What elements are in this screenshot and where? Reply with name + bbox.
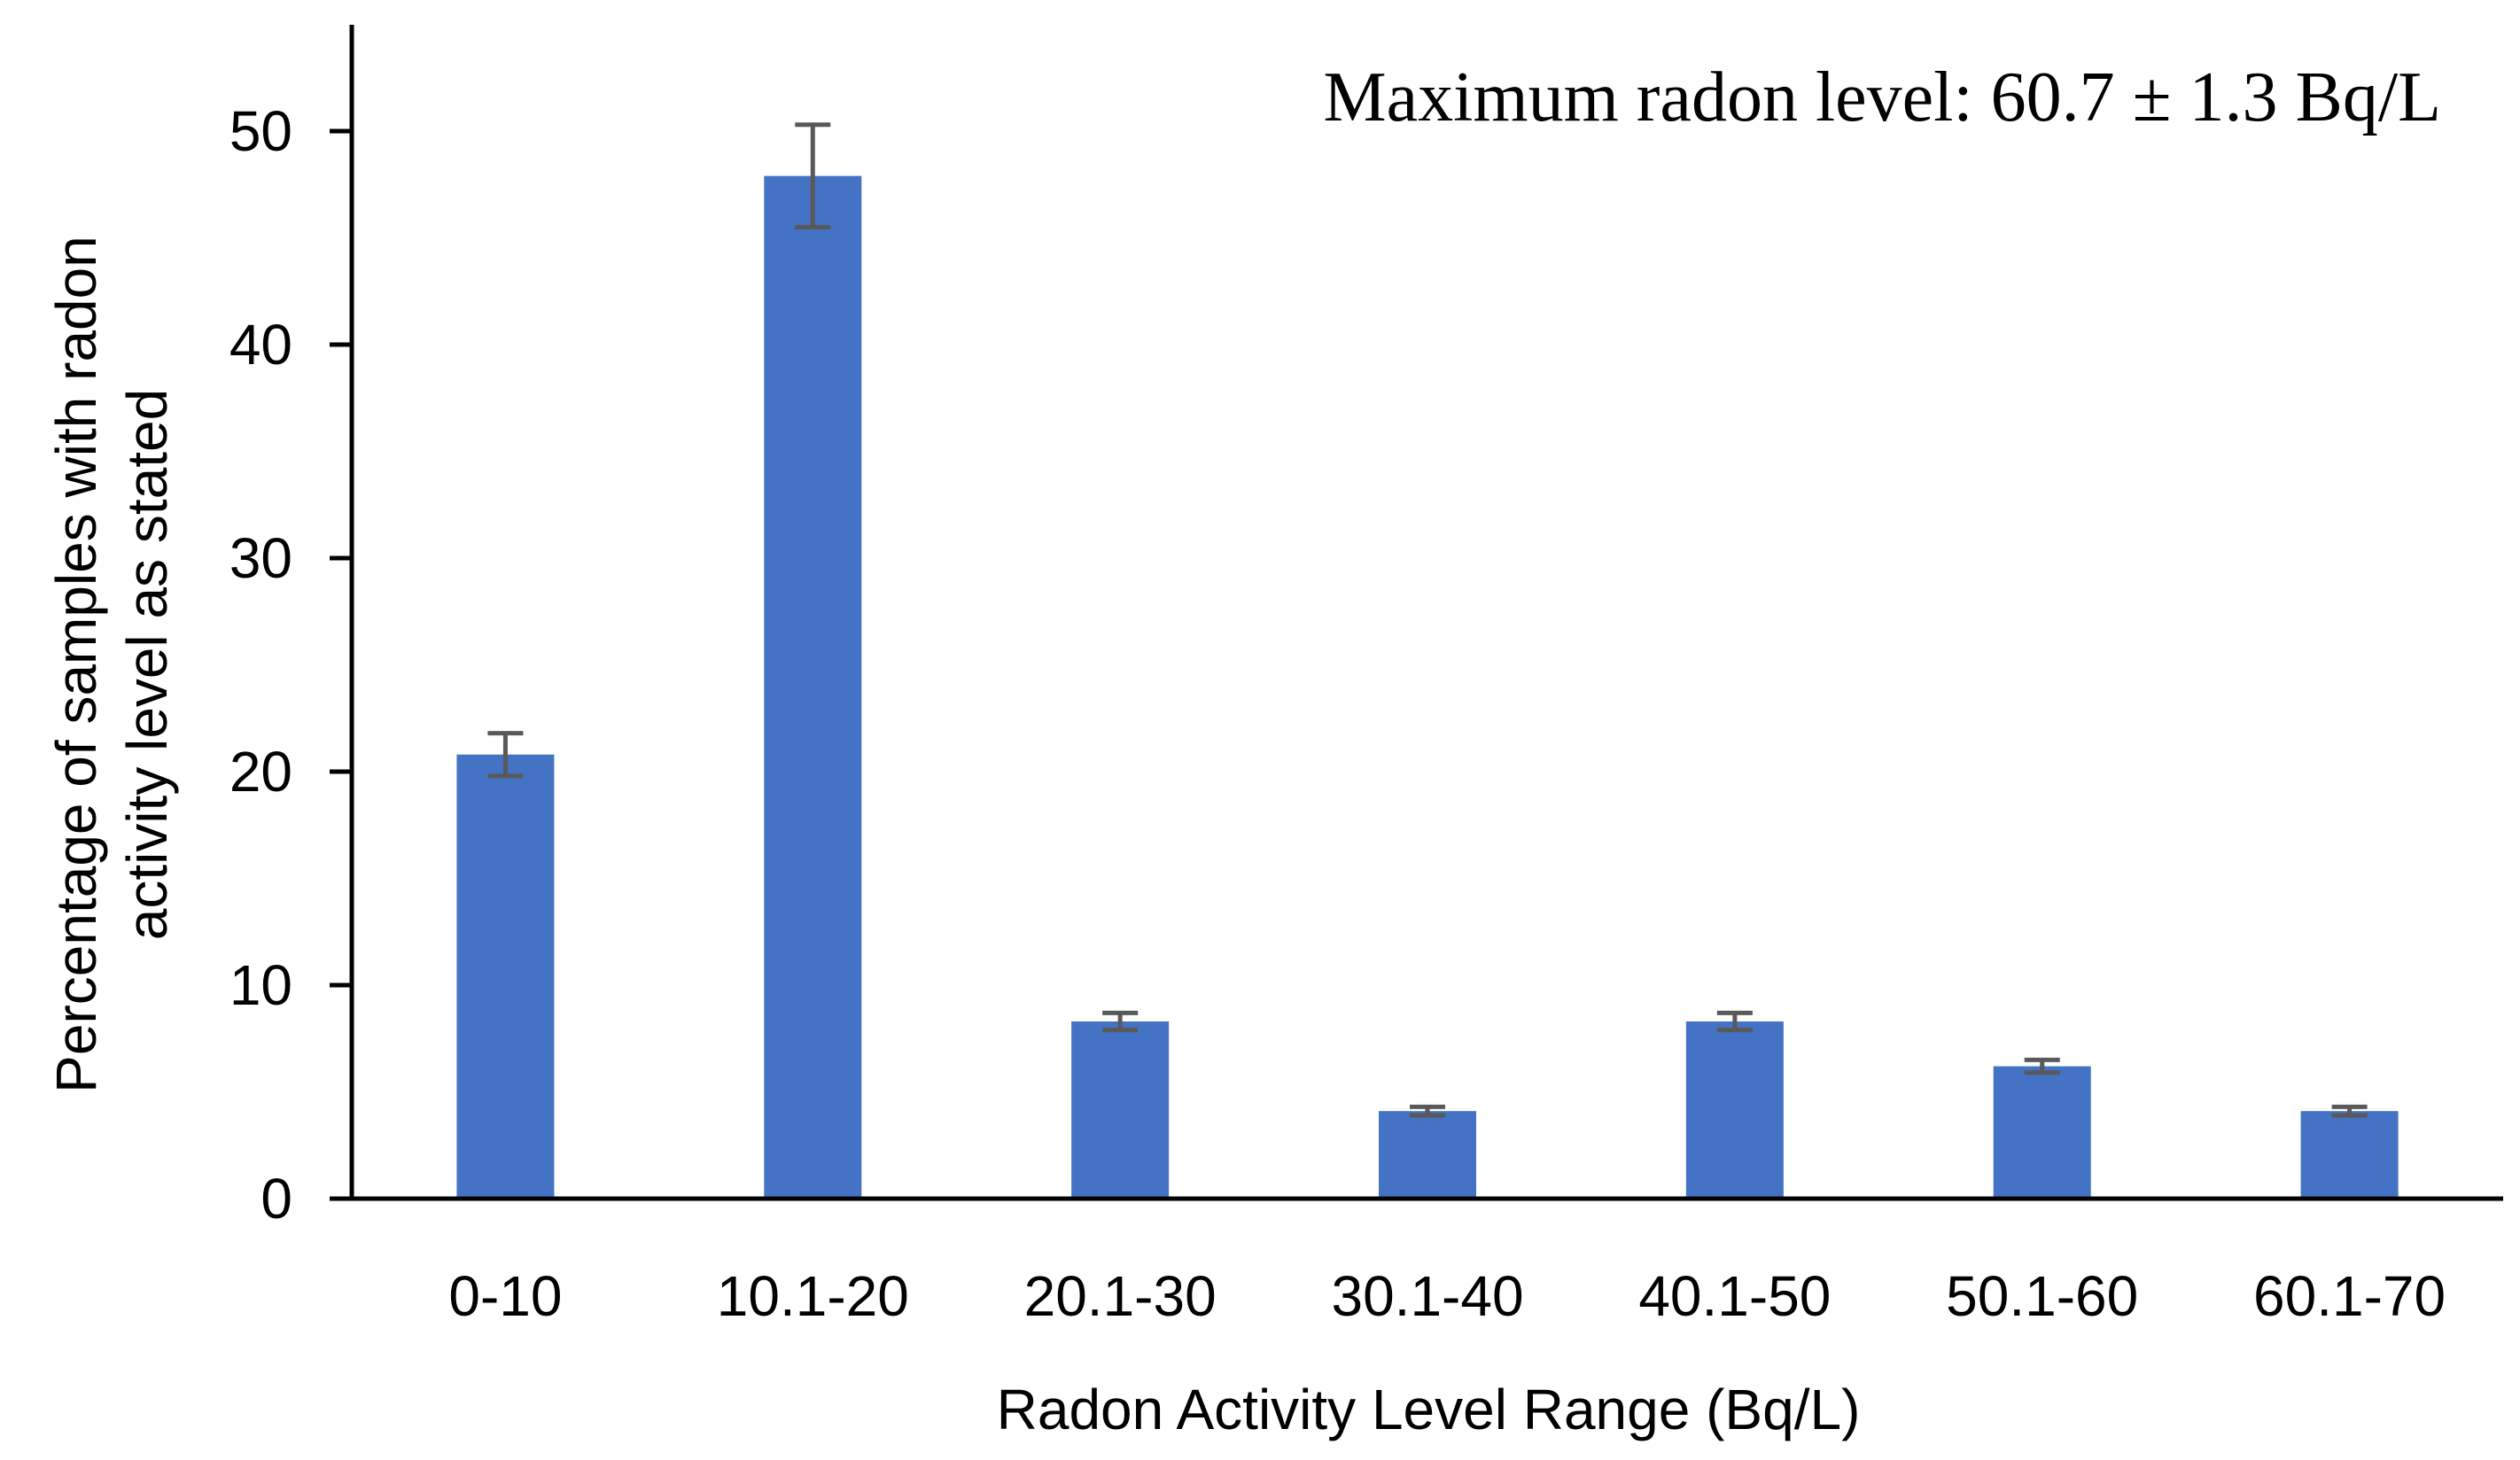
x-category-label: 30.1-40 bbox=[1331, 1264, 1523, 1328]
x-axis-title: Radon Activity Level Range (Bq/L) bbox=[997, 1378, 1861, 1441]
x-category-label: 50.1-60 bbox=[1946, 1264, 2138, 1328]
bar bbox=[456, 754, 555, 1199]
y-ticks: 0 10 20 30 40 50 bbox=[229, 99, 352, 1231]
y-axis-title: Percentage of samples with radon activit… bbox=[44, 236, 179, 1093]
bar bbox=[764, 175, 862, 1200]
y-tick-label: 10 bbox=[229, 953, 292, 1017]
bar bbox=[1685, 1021, 1784, 1199]
y-tick-label: 50 bbox=[229, 99, 292, 163]
bar bbox=[1993, 1066, 2091, 1199]
bar bbox=[2300, 1111, 2399, 1199]
x-category-label: 0-10 bbox=[448, 1264, 562, 1328]
error-bars bbox=[487, 122, 2368, 1118]
bar bbox=[1379, 1111, 1476, 1199]
y-tick-label: 20 bbox=[229, 740, 292, 804]
y-tick-label: 30 bbox=[229, 526, 292, 590]
x-category-label: 10.1-20 bbox=[717, 1264, 909, 1328]
x-labels: 0-10 10.1-20 20.1-30 30.1-40 40.1-50 50.1-60 6… bbox=[448, 1264, 2446, 1328]
y-tick-label: 0 bbox=[261, 1167, 292, 1231]
x-category-label: 60.1-70 bbox=[2253, 1264, 2446, 1328]
x-category-label: 20.1-30 bbox=[1024, 1264, 1217, 1328]
x-category-label: 40.1-50 bbox=[1638, 1264, 1831, 1328]
y-axis-title-line-1: Percentage of samples with radon bbox=[44, 236, 108, 1093]
bar bbox=[1071, 1021, 1170, 1199]
bars bbox=[456, 175, 2399, 1200]
annotation-max-radon: Maximum radon level: 60.7 ± 1.3 Bq/L bbox=[1323, 58, 2441, 136]
y-axis-title-line-2: activity level as stated bbox=[115, 389, 179, 941]
y-tick-label: 40 bbox=[229, 313, 292, 377]
